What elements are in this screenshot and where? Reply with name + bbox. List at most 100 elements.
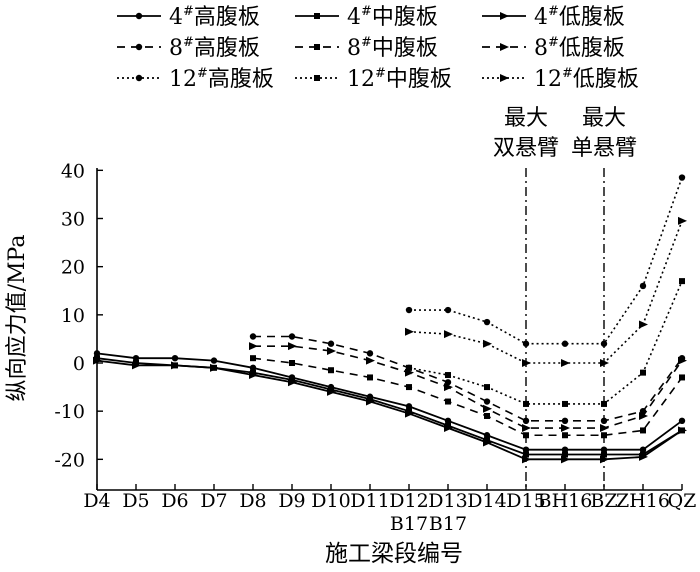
data-point	[288, 342, 297, 351]
data-point	[483, 318, 491, 326]
data-point	[678, 216, 687, 225]
data-point	[249, 371, 258, 380]
legend-label: 12#中腹板	[347, 66, 452, 92]
data-point	[562, 432, 568, 439]
data-point	[444, 417, 452, 424]
data-point	[678, 174, 686, 181]
data-point	[483, 438, 492, 447]
data-point	[405, 327, 414, 336]
data-point	[444, 330, 453, 339]
data-point	[562, 451, 568, 458]
data-point	[406, 408, 412, 415]
legend-item: 8#中腹板	[295, 35, 438, 61]
data-point	[133, 360, 139, 366]
data-point	[639, 320, 648, 329]
data-point	[523, 432, 529, 439]
data-point	[93, 356, 102, 365]
data-point	[600, 417, 608, 424]
legend-item: 8#高腹板	[117, 35, 260, 61]
data-point	[249, 364, 257, 372]
series-line	[253, 345, 683, 429]
data-point	[522, 424, 531, 433]
x-tick-label: BZ	[590, 490, 617, 512]
data-point	[289, 376, 295, 383]
data-point	[484, 384, 490, 391]
legend-marker	[135, 74, 143, 82]
data-point	[132, 354, 140, 362]
series-line	[408, 220, 683, 364]
data-point	[640, 451, 646, 458]
data-point	[249, 333, 257, 340]
x-tick-label: QZ	[668, 490, 697, 512]
data-point	[601, 451, 607, 458]
legend-item: 12#中腹板	[295, 66, 452, 92]
data-point	[366, 356, 375, 365]
legend-item: 4#低腹板	[482, 4, 625, 30]
legend-item: 4#中腹板	[295, 4, 438, 30]
series-5	[250, 355, 685, 439]
annotation-label: 单悬臂	[571, 136, 637, 161]
x-tick-label: D9	[278, 490, 305, 512]
data-point	[210, 363, 219, 372]
series-7	[405, 174, 686, 347]
data-point	[600, 424, 609, 433]
data-point	[600, 455, 609, 464]
x-tick-label: D5	[122, 490, 149, 512]
series-2	[94, 355, 685, 458]
data-point	[561, 446, 569, 453]
data-point	[561, 340, 569, 347]
data-point	[522, 446, 530, 453]
legend-marker	[135, 43, 143, 51]
data-point	[640, 369, 646, 376]
legend: 4#高腹板 4#中腹板 4#低腹板 8#高腹板 8#中腹板 8#低腹板 12#高腹板 12#中…	[117, 4, 639, 92]
data-point	[366, 397, 375, 406]
legend-marker	[500, 12, 509, 20]
data-point	[483, 404, 492, 413]
data-point	[250, 355, 256, 362]
data-point	[444, 424, 453, 433]
legend-item: 12#低腹板	[482, 66, 639, 92]
data-point	[367, 396, 373, 403]
series-line	[96, 359, 683, 461]
x-tick-sublabel: B17	[429, 513, 467, 535]
legend-marker	[500, 74, 509, 82]
series-line	[253, 335, 683, 422]
series-line	[408, 280, 683, 405]
annotation-label: 最大	[504, 106, 548, 131]
legend-label: 8#低腹板	[534, 35, 625, 61]
data-point	[483, 398, 491, 405]
data-point	[444, 379, 452, 386]
data-point	[171, 361, 180, 370]
data-point	[93, 350, 101, 357]
x-tick-label: D7	[200, 490, 227, 512]
y-axis-label: 纵向应力值/MPa	[5, 235, 30, 402]
data-point	[367, 374, 373, 381]
data-point	[483, 339, 492, 348]
data-point	[678, 417, 686, 424]
data-point	[483, 432, 491, 439]
data-point	[484, 437, 490, 444]
legend-label: 4#低腹板	[534, 4, 625, 30]
x-tick-label: ZH16	[616, 490, 670, 512]
x-tick-label: D12	[389, 490, 428, 512]
data-point	[328, 367, 334, 374]
data-point	[561, 417, 569, 424]
data-point	[601, 400, 607, 407]
data-point	[327, 340, 335, 347]
data-point	[288, 333, 296, 340]
data-point	[639, 452, 648, 461]
data-point	[639, 411, 648, 420]
x-tick-label: D8	[239, 490, 266, 512]
data-point	[445, 372, 451, 379]
annotation-label: 双悬臂	[493, 136, 559, 161]
x-ticks: D4 D5 D6 D7 D8 D9 D10 D11 D12 D13 D14 D15BH16BZZH16…	[83, 484, 696, 535]
data-point	[132, 361, 141, 370]
data-point	[600, 359, 609, 367]
x-tick-label: D15	[506, 490, 545, 512]
data-point	[289, 360, 295, 366]
legend-item: 4#高腹板	[117, 4, 260, 30]
x-tick-label: D10	[311, 490, 350, 512]
data-point	[445, 398, 451, 405]
series-group	[93, 174, 687, 464]
